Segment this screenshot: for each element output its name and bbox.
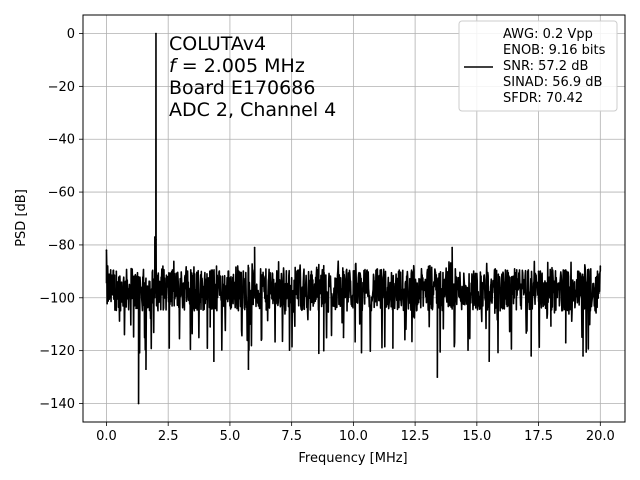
x-axis: 0.0 2.5 5.0 7.5 10.0 12.5 15.0 17.5 20.0 (96, 422, 615, 444)
psd-point (125, 289, 128, 291)
psd-point (564, 341, 567, 344)
psd-point (155, 238, 157, 241)
psd-point (110, 283, 113, 286)
legend-enob: ENOB: 9.16 bits (503, 43, 606, 58)
psd-point (137, 402, 140, 405)
y-axis-label: PSD [dB] (14, 189, 29, 247)
psd-trace (105, 32, 602, 405)
psd-point (154, 236, 156, 238)
y-tick-label: −20 (48, 80, 75, 95)
psd-point (392, 347, 394, 349)
y-tick-label: −40 (48, 133, 75, 148)
y-axis: 0 −20 −40 −60 −80 −100 −120 −140 (39, 27, 83, 412)
x-axis-label: Frequency [MHz] (298, 451, 407, 466)
x-tick-label: 7.5 (281, 429, 302, 444)
psd-point (439, 291, 441, 294)
psd-point (155, 32, 157, 35)
psd-point (342, 336, 345, 339)
legend-sinad: SINAD: 56.9 dB (503, 75, 602, 90)
y-tick-label: 0 (67, 27, 75, 42)
x-tick-label: 10.0 (339, 429, 368, 444)
legend-awg: AWG: 0.2 Vpp (503, 27, 593, 42)
psd-point (209, 326, 211, 328)
psd-point (322, 349, 325, 352)
x-tick-label: 20.0 (586, 429, 615, 444)
psd-point (488, 360, 490, 363)
x-tick-label: 17.5 (524, 429, 553, 444)
psd-point (140, 286, 142, 289)
psd-point (335, 291, 337, 294)
x-tick-label: 5.0 (220, 429, 241, 444)
psd-point (145, 368, 147, 370)
legend-box (458, 20, 618, 112)
psd-point (243, 304, 246, 307)
psd-point (592, 286, 594, 289)
y-tick-label: −80 (48, 238, 75, 253)
x-tick-label: 15.0 (462, 429, 491, 444)
legend-snr: SNR: 57.2 dB (503, 59, 588, 74)
psd-point (105, 249, 108, 252)
psd-point (248, 323, 251, 326)
psd-point (213, 360, 215, 363)
annotation-board: Board E170686 (169, 77, 315, 99)
psd-point (550, 289, 552, 291)
psd-point (530, 355, 532, 357)
annotation-frequency: f = 2.005 MHz (169, 55, 305, 77)
x-tick-label: 12.5 (401, 429, 430, 444)
legend: AWG: 0.2 Vpp ENOB: 9.16 bits SNR: 57.2 d… (458, 20, 618, 112)
psd-point (582, 355, 584, 357)
psd-point (537, 270, 540, 273)
annotation-frequency-value: = 2.005 MHz (176, 55, 305, 77)
legend-sfdr: SFDR: 70.42 (503, 91, 583, 106)
psd-point (106, 265, 109, 267)
plot-frame (82, 14, 626, 423)
psd-point (436, 376, 439, 378)
annotation-frequency-var: f (169, 55, 179, 77)
psd-point (135, 307, 137, 310)
psd-point (108, 296, 110, 299)
y-tick-label: −140 (39, 397, 75, 412)
psd-point (115, 270, 118, 273)
psd-point (253, 246, 256, 249)
x-tick-label: 0.0 (96, 429, 117, 444)
y-tick-label: −120 (39, 344, 75, 359)
psd-point (451, 246, 453, 249)
annotation-block: COLUTAv4 f = 2.005 MHz Board E170686 ADC… (169, 33, 336, 121)
psd-point (401, 291, 404, 294)
psd-point (505, 286, 508, 289)
annotation-device: COLUTAv4 (169, 33, 266, 55)
y-tick-label: −100 (39, 291, 75, 306)
x-tick-label: 2.5 (158, 429, 179, 444)
psd-point (247, 368, 250, 370)
psd-point (599, 265, 602, 267)
psd-line (105, 32, 602, 405)
psd-point (156, 291, 158, 294)
y-tick-label: −60 (48, 186, 75, 201)
psd-point (138, 323, 141, 326)
annotation-channel: ADC 2, Channel 4 (169, 99, 336, 121)
psd-point (318, 352, 320, 355)
